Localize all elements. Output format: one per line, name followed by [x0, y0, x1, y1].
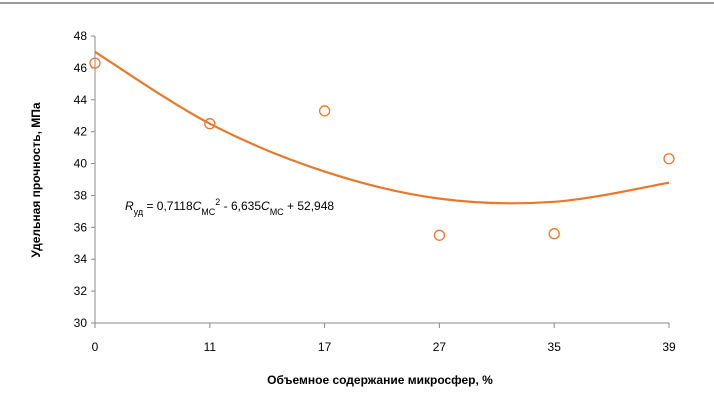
x-tick-label: 35: [548, 340, 562, 354]
y-tick-label: 48: [74, 29, 88, 43]
y-tick-label: 38: [74, 188, 88, 202]
y-axis-title: Удельная прочность, МПа: [29, 102, 43, 257]
equation-part: C: [261, 199, 270, 213]
equation-part: 2: [215, 197, 220, 207]
data-point: [433, 229, 446, 241]
trend-line: [94, 51, 670, 205]
data-point: [89, 57, 101, 69]
y-tick-label: 36: [74, 220, 88, 234]
equation: Rуд = 0,7118CМС2 - 6,635CМС + 52,948: [125, 197, 334, 217]
data-point: [318, 105, 331, 117]
x-tick-label: 39: [662, 340, 676, 354]
y-tick-label: 42: [74, 125, 88, 139]
y-tick-label: 32: [74, 284, 88, 298]
x-tick-label: 17: [318, 340, 332, 354]
y-tick-label: 44: [74, 93, 88, 107]
data-point: [663, 153, 675, 165]
equation-part: + 52,948: [284, 199, 335, 213]
y-tick-label: 30: [74, 316, 88, 330]
equation-part: - 6,635: [220, 199, 261, 213]
equation-part: R: [125, 199, 134, 213]
equation-part: МС: [201, 207, 215, 217]
y-tick-label: 40: [74, 157, 88, 171]
equation-part: C: [193, 199, 202, 213]
data-point: [548, 228, 560, 240]
equation-part: уд: [134, 207, 144, 217]
x-tick-label: 0: [92, 340, 99, 354]
data-point: [204, 118, 216, 130]
y-tick-label: 46: [74, 61, 88, 75]
x-tick-label: 11: [204, 340, 217, 354]
x-tick-label: 27: [433, 340, 447, 354]
equation-part: = 0,7118: [143, 199, 193, 213]
y-tick-label: 34: [74, 252, 88, 266]
x-axis-title: Объемное содержание микросфер, %: [267, 373, 493, 387]
equation-part: МС: [270, 207, 284, 217]
